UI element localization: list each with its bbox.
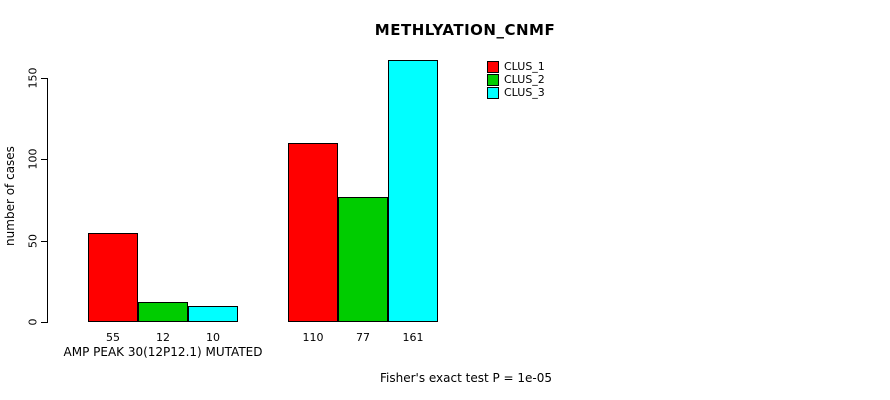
bar-clus_2-group2 xyxy=(338,196,388,322)
bar-value-label: 110 xyxy=(302,331,324,344)
bar-clus_1-group1 xyxy=(88,232,138,322)
x-axis-group-label: AMP PEAK 30(12P12.1) MUTATED xyxy=(63,345,263,359)
y-tick-mark xyxy=(41,78,47,79)
y-tick-label: 150 xyxy=(26,67,40,89)
bar-value-label: 12 xyxy=(156,331,170,344)
legend-swatch xyxy=(487,86,499,99)
bar-clus_1-group2 xyxy=(288,143,338,322)
legend-swatch xyxy=(487,73,499,86)
legend-label: CLUS_1 xyxy=(504,60,545,73)
chart-title: METHLYATION_CNMF xyxy=(374,21,556,39)
y-axis-line xyxy=(47,78,48,323)
legend-item-clus_2: CLUS_2 xyxy=(487,73,545,86)
bar-clus_3-group2 xyxy=(388,60,438,322)
legend-item-clus_3: CLUS_3 xyxy=(487,86,545,99)
bar-value-label: 10 xyxy=(206,331,220,344)
y-tick-label: 0 xyxy=(26,318,40,326)
annotation-text: Fisher's exact test P = 1e-05 xyxy=(379,371,553,385)
legend-swatch xyxy=(487,60,499,73)
bar-value-label: 161 xyxy=(402,331,424,344)
y-tick-label: 100 xyxy=(26,148,40,170)
y-tick-mark xyxy=(41,322,47,323)
legend-label: CLUS_2 xyxy=(504,73,545,86)
bar-clus_2-group1 xyxy=(138,302,188,322)
y-tick-label: 50 xyxy=(26,233,40,248)
legend-item-clus_1: CLUS_1 xyxy=(487,60,545,73)
y-tick-mark xyxy=(41,159,47,161)
y-tick-mark xyxy=(41,240,47,242)
bar-clus_3-group1 xyxy=(188,305,238,322)
bar-value-label: 77 xyxy=(356,331,370,344)
legend: CLUS_1 CLUS_2 CLUS_3 xyxy=(487,60,545,99)
legend-label: CLUS_3 xyxy=(504,86,545,99)
bar-value-label: 55 xyxy=(106,331,120,344)
y-axis-label: number of cases xyxy=(3,146,17,246)
